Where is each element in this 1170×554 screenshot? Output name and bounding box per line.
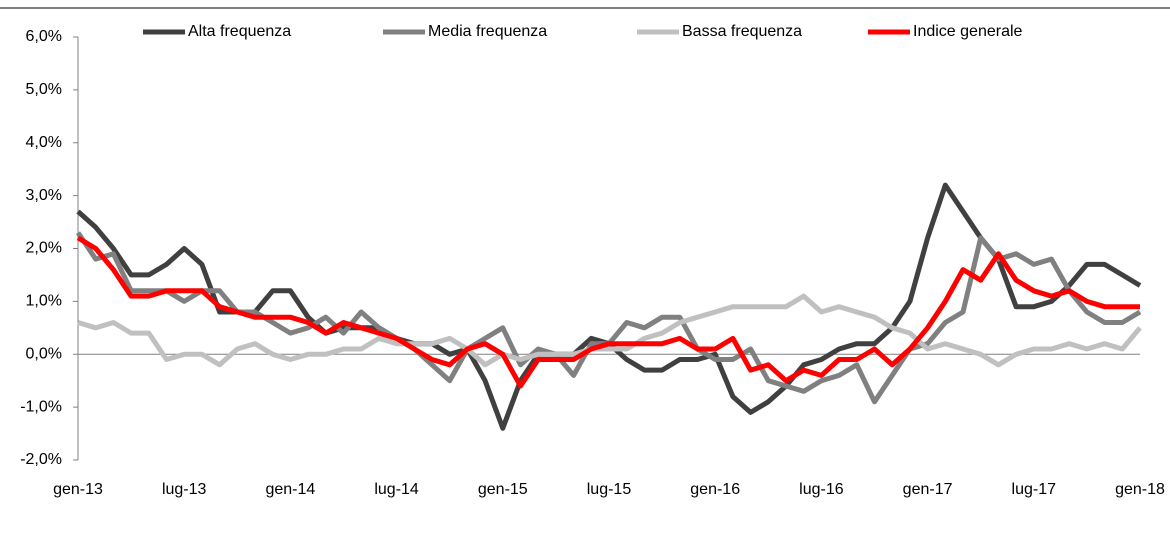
y-tick-label: 1,0% (26, 293, 62, 310)
y-tick-label: -2,0% (20, 451, 62, 468)
x-tick-label: lug-17 (1012, 481, 1057, 498)
x-tick-label: lug-16 (799, 481, 844, 498)
x-tick-label: gen-16 (690, 481, 740, 498)
x-tick-label: lug-15 (587, 481, 632, 498)
series-line (75, 231, 1142, 405)
series-line (77, 293, 1142, 368)
legend-label: Bassa frequenza (682, 23, 802, 40)
x-tick-label: lug-13 (162, 481, 207, 498)
y-tick-label: 6,0% (26, 28, 62, 45)
y-tick-label: 2,0% (26, 240, 62, 257)
x-tick-label: gen-17 (903, 481, 953, 498)
x-tick-label: lug-14 (374, 481, 419, 498)
y-tick-label: 5,0% (26, 81, 62, 98)
y-tick-label: -1,0% (20, 398, 62, 415)
y-tick-label: 3,0% (26, 187, 62, 204)
x-tick-label: gen-18 (1115, 481, 1165, 498)
series-line (76, 235, 1140, 389)
x-tick-label: gen-15 (478, 481, 528, 498)
y-tick-label: 0,0% (26, 345, 62, 362)
legend-label: Alta frequenza (188, 23, 291, 40)
x-tick-label: gen-13 (53, 481, 103, 498)
legend-label: Indice generale (913, 23, 1023, 40)
y-tick-label: 4,0% (26, 134, 62, 151)
legend-label: Media frequenza (428, 23, 547, 40)
series-line (76, 182, 1142, 431)
x-tick-label: gen-14 (265, 481, 315, 498)
